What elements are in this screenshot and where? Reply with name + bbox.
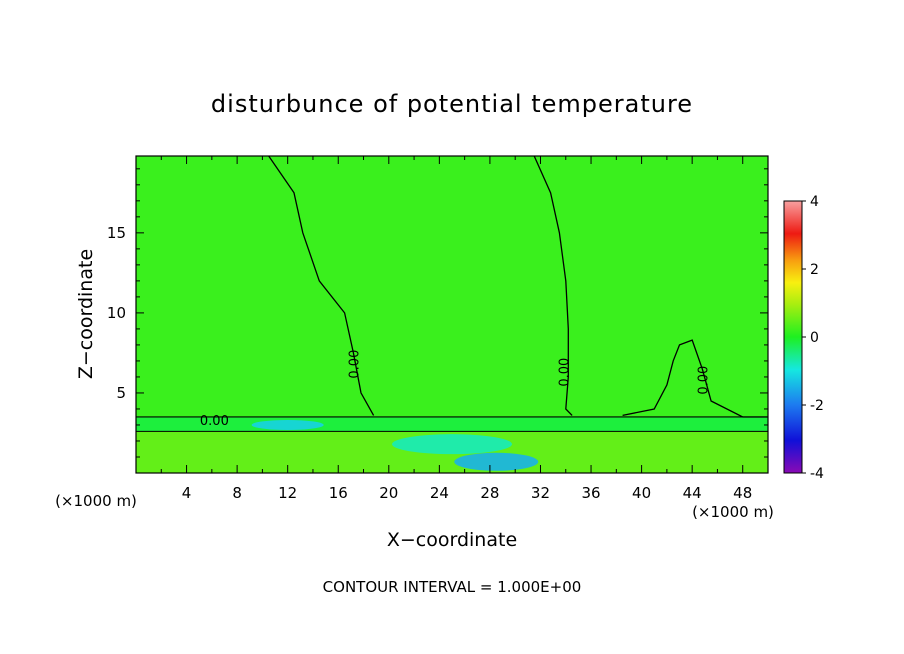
contour-label: 0.00 bbox=[200, 414, 229, 429]
contour-label: 0.00 bbox=[696, 366, 711, 395]
contour-line bbox=[622, 339, 768, 418]
colorbar-tick-label: 2 bbox=[810, 262, 819, 278]
x-tick-label: 48 bbox=[733, 484, 752, 502]
cold-pool-area bbox=[251, 419, 324, 430]
x-tick-label: 16 bbox=[329, 484, 348, 502]
plot-frame bbox=[135, 155, 769, 474]
x-axis: 4 8 12 16 20 24 28 32 36 40 44 48 bbox=[160, 156, 752, 502]
contour-line bbox=[268, 156, 375, 416]
colorbar-tick-label: -4 bbox=[810, 466, 824, 482]
contour-line bbox=[533, 156, 573, 416]
cold-pool-area bbox=[392, 434, 512, 455]
colorbar-tick-label: 0 bbox=[810, 330, 819, 346]
contour-label: 0.00 bbox=[347, 350, 362, 379]
chart-title: disturbunce of potential temperature bbox=[211, 90, 693, 118]
contour-layer: 0.00 0.00 0.00 0.00 bbox=[136, 156, 768, 432]
colorbar-tick-label: 4 bbox=[810, 194, 819, 210]
contour-label: 0.00 bbox=[557, 358, 572, 387]
cold-pool-area bbox=[454, 452, 539, 471]
x-tick-label: 44 bbox=[683, 484, 702, 502]
colorbar bbox=[783, 200, 803, 474]
x-tick-label: 36 bbox=[581, 484, 600, 502]
x-tick-label: 4 bbox=[182, 484, 192, 502]
colorbar-tick-label: -2 bbox=[810, 398, 824, 414]
x-unit-right: (×1000 m) bbox=[692, 503, 774, 521]
x-tick-label: 8 bbox=[232, 484, 242, 502]
field-layer bbox=[136, 416, 768, 473]
x-tick-label: 40 bbox=[632, 484, 651, 502]
x-tick-label: 32 bbox=[531, 484, 550, 502]
y-tick-label: 10 bbox=[107, 304, 126, 322]
contour-line bbox=[136, 416, 768, 432]
x-tick-label: 28 bbox=[480, 484, 499, 502]
inversion-band bbox=[136, 416, 768, 432]
x-axis-label: X−coordinate bbox=[387, 529, 517, 551]
y-tick-label: 15 bbox=[107, 224, 126, 242]
x-tick-label: 20 bbox=[379, 484, 398, 502]
colorbar-ticks: 4 2 0 -2 -4 bbox=[802, 194, 824, 482]
y-axis: 5 10 15 bbox=[107, 168, 768, 458]
x-tick-label: 24 bbox=[430, 484, 449, 502]
plot-area: 0.00 0.00 0.00 0.00 bbox=[136, 156, 768, 473]
y-axis-label: Z−coordinate bbox=[75, 249, 97, 379]
y-tick-label: 5 bbox=[116, 384, 126, 402]
contour-interval-note: CONTOUR INTERVAL = 1.000E+00 bbox=[323, 578, 582, 596]
x-unit-left: (×1000 m) bbox=[55, 492, 137, 510]
x-tick-label: 12 bbox=[278, 484, 297, 502]
